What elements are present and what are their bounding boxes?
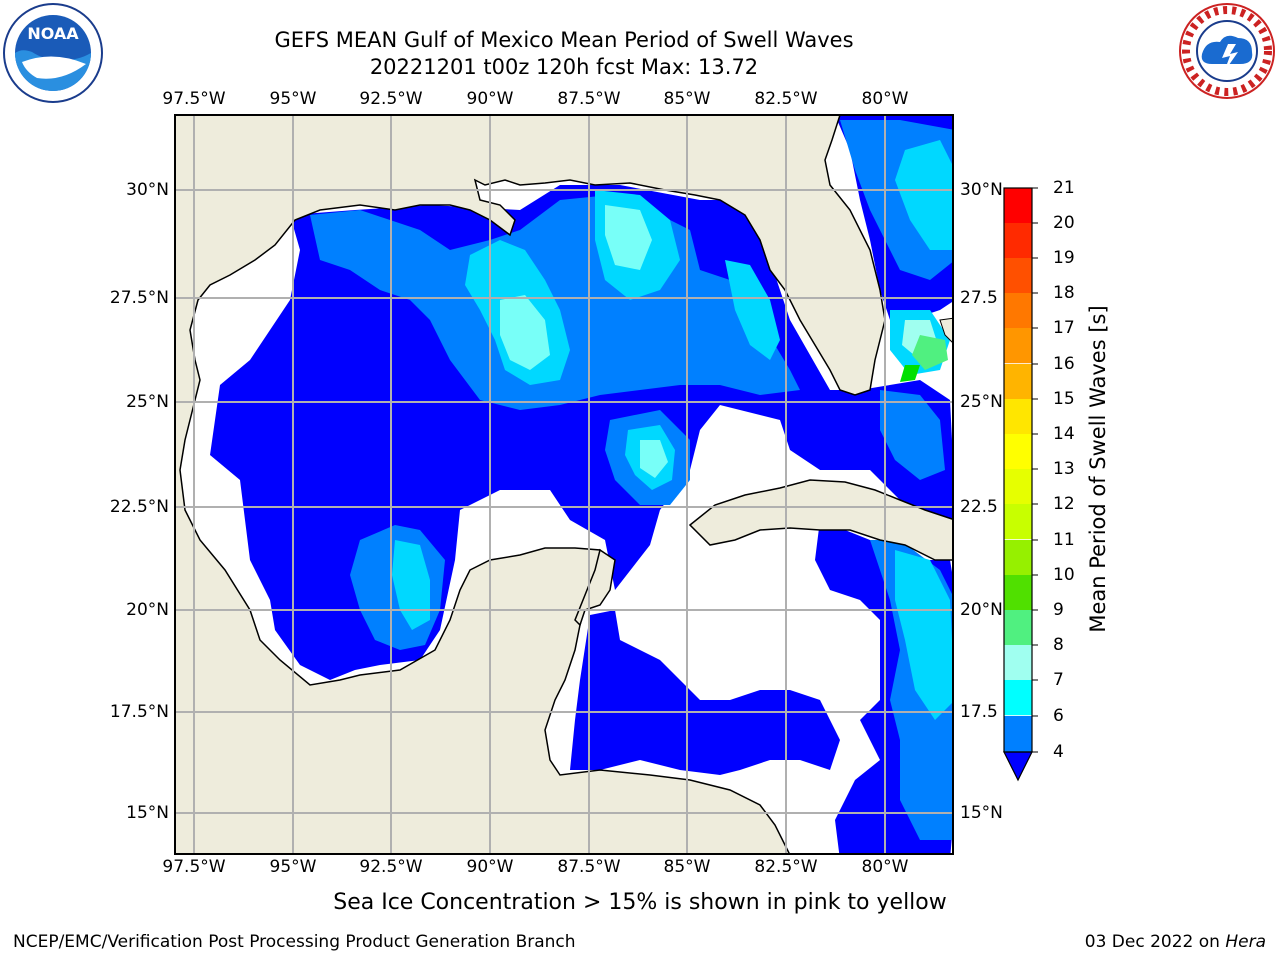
lat-tick-right: 27.5 <box>960 288 998 308</box>
colorbar-tick-label: 12 <box>1053 494 1075 514</box>
map-plot-area <box>175 115 953 854</box>
lat-tick-left: 30°N <box>126 180 169 200</box>
land-masses <box>175 115 953 854</box>
lat-tick-left: 20°N <box>126 600 169 620</box>
colorbar-tick-label: 15 <box>1053 389 1075 409</box>
lon-tick-top: 80°W <box>861 89 909 109</box>
colorbar-tick-label: 8 <box>1053 635 1064 655</box>
lon-tick-top: 87.5°W <box>557 89 621 109</box>
colorbar-swatch <box>1004 610 1032 646</box>
footer-host: Hera <box>1225 932 1266 952</box>
lat-tick-right: 20°N <box>960 600 1003 620</box>
colorbar-title: Mean Period of Swell Waves [s] <box>1086 305 1110 633</box>
lon-tick-bottom: 87.5°W <box>557 857 621 877</box>
colorbar-swatch <box>1004 188 1032 224</box>
swell-period-field <box>175 115 953 854</box>
lon-tick-bottom: 80°W <box>861 857 909 877</box>
footer-timestamp: 03 Dec 2022 on Hera <box>1085 932 1266 952</box>
colorbar-tick-label: 11 <box>1053 530 1075 550</box>
colorbar-swatch <box>1004 680 1032 716</box>
colorbar-tick-label: 4 <box>1053 742 1064 762</box>
footer-date: 03 Dec 2022 on <box>1084 932 1226 952</box>
colorbar-swatch <box>1004 364 1032 400</box>
lon-tick-top: 97.5°W <box>162 89 226 109</box>
noaa-logo: NOAA <box>3 3 103 103</box>
lat-tick-right: 17.5 <box>960 702 998 722</box>
lat-tick-left: 17.5°N <box>109 702 169 722</box>
map-title: GEFS MEAN Gulf of Mexico Mean Period of … <box>274 28 854 52</box>
sea-ice-footnote: Sea Ice Concentration > 15% is shown in … <box>0 890 1280 915</box>
colorbar-swatch <box>1004 645 1032 681</box>
colorbar-tick-label: 9 <box>1053 600 1064 620</box>
lon-tick-top: 92.5°W <box>359 89 423 109</box>
colorbar-extend-arrow <box>1003 751 1033 782</box>
lon-tick-bottom: 97.5°W <box>162 857 226 877</box>
colorbar-tick-label: 6 <box>1053 706 1064 726</box>
colorbar-tick-label: 20 <box>1053 213 1075 233</box>
sea-ice-footnote-text: Sea Ice Concentration > 15% is shown in … <box>333 890 947 915</box>
map-subtitle: 20221201 t00z 120h fcst Max: 13.72 <box>369 55 759 79</box>
colorbar-tick-label: 19 <box>1053 248 1075 268</box>
colorbar <box>1003 187 1038 782</box>
nws-logo <box>1179 3 1275 99</box>
lat-tick-left: 25°N <box>126 392 169 412</box>
lon-tick-bottom: 92.5°W <box>359 857 423 877</box>
lon-tick-bottom: 85°W <box>663 857 711 877</box>
colorbar-tick-label: 14 <box>1053 424 1075 444</box>
lon-tick-bottom: 90°W <box>466 857 514 877</box>
colorbar-frame <box>1003 187 1033 753</box>
colorbar-swatch <box>1004 716 1032 752</box>
lat-tick-right: 15°N <box>960 803 1003 823</box>
lat-tick-left: 27.5°N <box>109 288 169 308</box>
colorbar-swatch <box>1004 575 1032 611</box>
colorbar-swatch <box>1004 469 1032 505</box>
lat-tick-left: 22.5°N <box>109 497 169 517</box>
colorbar-tick-label: 18 <box>1053 283 1075 303</box>
graticule <box>175 115 953 854</box>
lat-tick-right: 25°N <box>960 392 1003 412</box>
lon-tick-bottom: 95°W <box>269 857 317 877</box>
lon-tick-top: 82.5°W <box>754 89 818 109</box>
colorbar-swatch <box>1004 223 1032 259</box>
colorbar-tick-label: 13 <box>1053 459 1075 479</box>
lat-tick-right: 22.5 <box>960 497 998 517</box>
colorbar-swatch <box>1004 540 1032 576</box>
lat-tick-right: 30°N <box>960 180 1003 200</box>
footer-credit: NCEP/EMC/Verification Post Processing Pr… <box>13 932 576 952</box>
noaa-logo-text: NOAA <box>27 24 79 43</box>
colorbar-swatch <box>1004 434 1032 470</box>
colorbar-swatch <box>1004 258 1032 294</box>
lon-tick-top: 90°W <box>466 89 514 109</box>
colorbar-swatch <box>1004 293 1032 329</box>
map-frame <box>174 114 954 855</box>
lat-tick-left: 15°N <box>126 803 169 823</box>
colorbar-tick-label: 16 <box>1053 354 1075 374</box>
lon-tick-top: 95°W <box>269 89 317 109</box>
colorbar-tick-label: 7 <box>1053 670 1064 690</box>
colorbar-swatch <box>1004 328 1032 364</box>
lon-tick-bottom: 82.5°W <box>754 857 818 877</box>
colorbar-tick-label: 17 <box>1053 318 1075 338</box>
lon-tick-top: 85°W <box>663 89 711 109</box>
colorbar-tick-label: 10 <box>1053 565 1075 585</box>
colorbar-tick-label: 21 <box>1053 178 1075 198</box>
colorbar-swatch <box>1004 504 1032 540</box>
colorbar-swatch <box>1004 399 1032 435</box>
